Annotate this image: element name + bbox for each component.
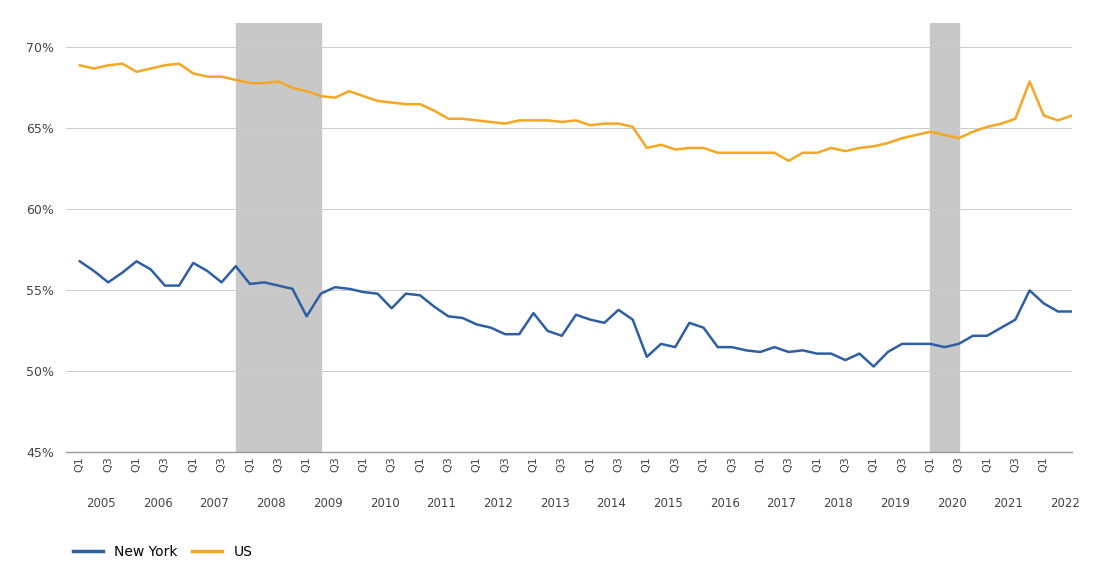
Text: 2017: 2017: [767, 497, 796, 510]
Text: 2010: 2010: [370, 497, 399, 510]
Text: 2009: 2009: [313, 497, 342, 510]
Text: 2006: 2006: [143, 497, 173, 510]
Text: 2011: 2011: [427, 497, 456, 510]
Text: 2020: 2020: [936, 497, 966, 510]
Text: 2021: 2021: [993, 497, 1023, 510]
Text: 2015: 2015: [653, 497, 683, 510]
Text: 2008: 2008: [256, 497, 286, 510]
Text: 2012: 2012: [484, 497, 513, 510]
Text: 2019: 2019: [880, 497, 910, 510]
Text: 2007: 2007: [199, 497, 230, 510]
Text: 2014: 2014: [596, 497, 627, 510]
Text: 2018: 2018: [824, 497, 853, 510]
Text: 2005: 2005: [86, 497, 116, 510]
Bar: [235, 23, 321, 452]
Legend: New York, US: New York, US: [72, 545, 253, 559]
Text: 2022: 2022: [1050, 497, 1080, 510]
Text: 2016: 2016: [710, 497, 740, 510]
Text: 2013: 2013: [539, 497, 570, 510]
Bar: [930, 23, 958, 452]
